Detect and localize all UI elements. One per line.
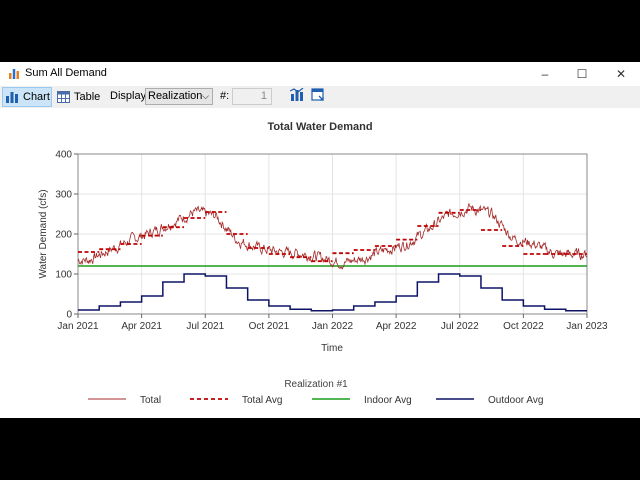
series-outdoor-avg-line [78,273,587,312]
chart-grid [78,154,587,314]
realization-number-input[interactable]: 1 [232,88,272,105]
x-axis-label: Time [321,343,343,354]
y-tick-label: 300 [55,190,72,201]
x-tick-label: Jan 2022 [312,321,354,332]
legend-label: Total Avg [242,395,282,406]
minimize-button[interactable]: – [530,64,560,84]
x-tick-label: Jan 2021 [57,321,99,332]
table-view-label: Table [74,91,101,103]
realization-number-value: 1 [260,90,267,102]
legend-label: Outdoor Avg [488,395,543,406]
display-select-value: Realization [148,90,203,102]
x-tick-label: Oct 2022 [503,321,544,332]
y-tick-label: 100 [55,270,72,281]
y-axis-label: Water Demand (cfs) [38,189,49,278]
x-tick-label: Apr 2021 [121,321,162,332]
series-layer [77,203,588,312]
legend-label: Indoor Avg [364,395,412,406]
bar-chart-app-icon [9,69,19,79]
chart-view-label: Chart [23,91,50,103]
chart-view-button[interactable]: Chart [2,87,52,107]
window-title: Sum All Demand [25,67,107,79]
series-total-line [77,203,588,270]
x-tick-label: Apr 2022 [376,321,417,332]
y-axis: 0 100 200 300 400 [55,150,78,321]
y-tick-label: 400 [55,150,72,161]
maximize-icon: ☐ [576,67,588,81]
x-tick-label: Oct 2021 [249,321,290,332]
chevron-down-icon: ⌵ [202,91,209,101]
table-view-button[interactable]: Table [55,87,107,107]
display-label: Display: [110,90,150,102]
minimize-icon: – [541,67,549,81]
water-demand-chart: Total Water Demand 0 100 200 300 400 Jan 202… [38,121,608,406]
chart-legend: Total Total Avg Indoor Avg Outdoor Avg [88,395,543,406]
legend-label: Total [140,395,161,406]
chart-options-icon[interactable] [290,88,304,102]
close-icon: ✕ [615,67,627,81]
chart-title: Total Water Demand [267,121,372,133]
x-tick-label: Jul 2022 [441,321,479,332]
realization-number-label: #: [220,90,230,102]
x-tick-label: Jan 2023 [566,321,608,332]
table-icon [57,91,70,103]
chart-icon [6,92,18,103]
y-tick-label: 0 [66,310,72,321]
maximize-button[interactable]: ☐ [567,64,597,84]
close-button[interactable]: ✕ [606,64,636,84]
y-tick-label: 200 [55,230,72,241]
export-icon[interactable] [311,88,325,102]
display-select[interactable]: Realization ⌵ [145,88,213,105]
legend-title: Realization #1 [284,379,348,390]
sum-all-demand-window: Sum All Demand – ☐ ✕ Chart Table Display… [0,62,640,418]
x-tick-label: Jul 2021 [186,321,224,332]
x-axis: Jan 2021 Apr 2021 Jul 2021 Oct 2021 Jan 2022… [57,314,608,332]
title-bar: Sum All Demand – ☐ ✕ [0,62,640,86]
